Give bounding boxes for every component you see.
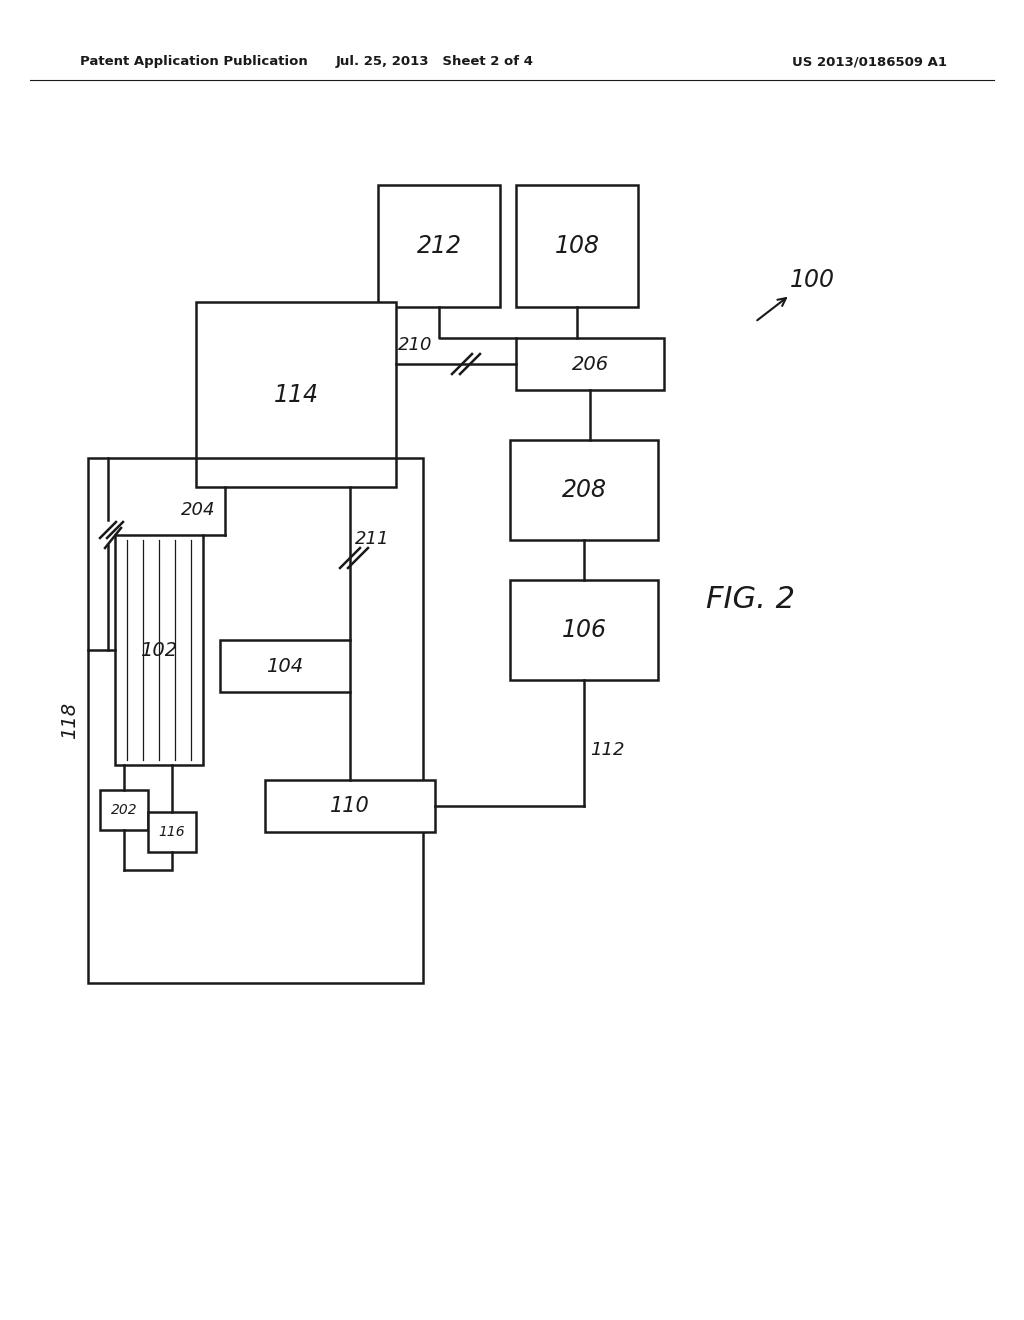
Bar — [516, 185, 638, 308]
Bar — [88, 458, 423, 983]
Text: 100: 100 — [790, 268, 835, 292]
Bar — [510, 440, 658, 540]
Text: 206: 206 — [571, 355, 608, 374]
Text: 210: 210 — [398, 337, 432, 354]
Text: 208: 208 — [561, 478, 606, 502]
Bar — [220, 640, 350, 692]
Text: 104: 104 — [266, 656, 303, 676]
Text: FIG. 2: FIG. 2 — [706, 586, 795, 615]
Text: Patent Application Publication: Patent Application Publication — [80, 55, 308, 69]
Bar — [378, 185, 500, 308]
Text: US 2013/0186509 A1: US 2013/0186509 A1 — [793, 55, 947, 69]
Text: Jul. 25, 2013   Sheet 2 of 4: Jul. 25, 2013 Sheet 2 of 4 — [336, 55, 534, 69]
Text: 108: 108 — [555, 234, 599, 257]
Bar — [100, 789, 148, 830]
Text: 204: 204 — [180, 502, 215, 519]
Text: 114: 114 — [273, 383, 318, 407]
Text: 202: 202 — [111, 803, 137, 817]
Text: 110: 110 — [330, 796, 370, 816]
Text: 118: 118 — [60, 702, 80, 739]
Text: 112: 112 — [590, 741, 625, 759]
Bar — [510, 579, 658, 680]
Text: 106: 106 — [561, 618, 606, 642]
Text: 102: 102 — [140, 640, 177, 660]
Bar — [265, 780, 435, 832]
Bar — [196, 302, 396, 487]
Text: 116: 116 — [159, 825, 185, 840]
Bar — [148, 812, 196, 851]
Bar — [115, 535, 203, 766]
Text: 212: 212 — [417, 234, 462, 257]
Text: 211: 211 — [355, 531, 389, 548]
Bar — [516, 338, 664, 389]
